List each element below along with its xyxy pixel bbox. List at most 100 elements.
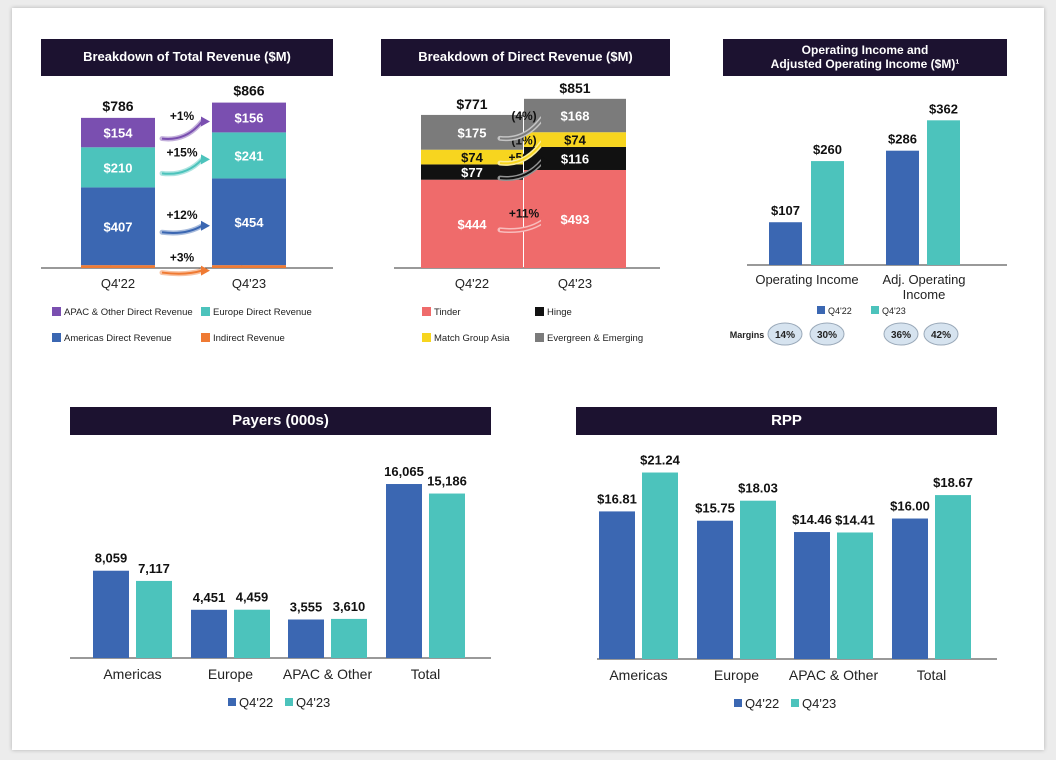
total-revenue-arrow-americas-direct-revenue-line [161,224,203,234]
payers-legend-label-q422: Q4'22 [239,695,273,710]
direct-revenue-change-tinder: +11% [509,206,540,220]
total-revenue-bar-americas-direct-revenue-1 [212,178,286,266]
rpp-category-apac-other: APAC & Other [789,667,879,683]
total-revenue-arrow-apac-other-direct-revenue-head [201,116,210,127]
direct-revenue-arrow-tinder-line [499,221,543,232]
operating-income-value-adj-operating-income-q4-23: $362 [929,101,958,116]
direct-revenue-bar-match-group-asia-0 [421,149,523,165]
direct-revenue-label-tinder-1: $493 [561,212,590,227]
slide-card: Breakdown of Total Revenue ($M) Breakdow… [12,8,1044,750]
total-revenue-legend-swatch-apac-other-direct-revenue [52,307,61,316]
rpp-legend-swatch-q423 [791,699,799,707]
rpp-bar-total-q4-23 [935,495,971,659]
payers-legend-label-q423: Q4'23 [296,695,330,710]
direct-revenue-legend-label-hinge: Hinge [547,307,572,318]
payers-value-apac-other-q4-22: 3,555 [290,599,323,614]
operating-income-legend-swatch-q422 [817,306,825,314]
rpp-value-total-q4-22: $16.00 [890,499,930,514]
direct-revenue-label-tinder-0: $444 [458,217,488,232]
rpp-bar-americas-q4-23 [642,472,678,659]
rpp-value-americas-q4-23: $21.24 [640,453,681,468]
rpp-legend-swatch-q422 [734,699,742,707]
total-revenue-bar-indirect-revenue-1 [212,265,286,268]
total-revenue-legend-swatch-europe-direct-revenue [201,307,210,316]
payers-value-americas-q4-23: 7,117 [138,561,170,576]
total-revenue-category-0: Q4'22 [101,276,135,291]
operating-income-category-1-line1: Adj. Operating [882,272,965,287]
operating-income-bar-operating-income-q4-22 [769,222,802,265]
total-revenue-arrow-americas-direct-revenue-head [201,220,210,231]
direct-revenue-arrow-tinder-head [541,216,550,227]
margin-value-3: 42% [931,330,951,341]
total-revenue-category-1: Q4'23 [232,276,266,291]
total-revenue-label-europe-direct-revenue-1: $241 [235,148,264,163]
direct-revenue-category-0: Q4'22 [455,276,489,291]
total-revenue-arrow-europe-direct-revenue-head [201,154,210,165]
rpp-bar-americas-q4-22 [599,511,635,659]
direct-revenue-legend-label-evergreen-emerging: Evergreen & Emerging [547,333,643,344]
payers-bar-americas-q4-23 [136,580,172,658]
rpp-bar-apac-other-q4-22 [794,532,830,659]
margin-value-1: 30% [817,330,837,341]
payers-value-apac-other-q4-23: 3,610 [333,599,366,614]
direct-revenue-arrow-evergreen-emerging-line [499,117,543,140]
direct-revenue-bar-evergreen-emerging-0 [421,114,523,150]
total-revenue-arrow-europe-direct-revenue-line [161,158,203,175]
total-revenue-legend-label-americas-direct-revenue: Americas Direct Revenue [64,333,172,344]
total-revenue-legend-swatch-indirect-revenue [201,333,210,342]
operating-income-bar-adj-operating-income-q4-22 [886,150,919,265]
direct-revenue-total-0: $771 [456,96,487,112]
direct-revenue-label-hinge-1: $116 [561,151,589,166]
direct-revenue-label-match-group-asia-0: $74 [461,150,483,165]
margin-bubble-1 [809,322,845,346]
direct-revenue-legend-label-match-group-asia: Match Group Asia [434,333,510,344]
rpp-bar-apac-other-q4-23 [837,532,873,659]
rpp-value-apac-other-q4-23: $14.41 [835,512,875,527]
rpp-category-total: Total [917,667,947,683]
total-revenue-arrow-indirect-revenue-head [201,265,210,276]
direct-revenue-arrow-hinge-head [541,156,550,167]
operating-income-legend-label-q423: Q4'23 [882,306,906,316]
direct-revenue-label-evergreen-emerging-1: $168 [561,109,590,124]
total-revenue-legend-swatch-americas-direct-revenue [52,333,61,342]
operating-income-legend-swatch-q423 [871,306,879,314]
payers-category-americas: Americas [103,666,161,682]
direct-revenue-title: Breakdown of Direct Revenue ($M) [381,39,670,76]
total-revenue-change-americas-direct-revenue: +12% [166,208,197,222]
total-revenue-label-europe-direct-revenue-0: $210 [104,160,133,175]
payers-value-americas-q4-22: 8,059 [95,551,128,566]
direct-revenue-legend-swatch-hinge [535,307,544,316]
total-revenue-arrow-apac-other-direct-revenue-line [161,120,203,140]
direct-revenue-bar-match-group-asia-1 [524,132,626,147]
payers-bar-apac-other-q4-23 [331,618,367,658]
margin-bubble-2 [883,322,919,346]
payers-bar-apac-other-q4-22 [288,619,324,658]
total-revenue-bar-europe-direct-revenue-0 [81,147,155,188]
operating-income-value-operating-income-q4-22: $107 [771,203,800,218]
direct-revenue-arrow-evergreen-emerging-head [541,113,550,124]
rpp-value-europe-q4-23: $18.03 [738,481,778,496]
margins-label: Margins [730,330,765,340]
total-revenue-bar-americas-direct-revenue-0 [81,187,155,266]
total-revenue-bar-apac-other-direct-revenue-0 [81,117,155,148]
direct-revenue-total-1: $851 [559,80,590,96]
rpp-title: RPP [576,407,997,435]
operating-income-category-0: Operating Income [755,272,858,287]
rpp-value-apac-other-q4-22: $14.46 [792,512,832,527]
direct-revenue-bar-tinder-0 [421,179,523,268]
margin-bubble-3 [923,322,959,346]
total-revenue-total-0: $786 [102,98,133,114]
payers-category-total: Total [411,666,441,682]
operating-income-legend-label-q422: Q4'22 [828,306,852,316]
payers-bar-europe-q4-23 [234,609,270,658]
rpp-value-europe-q4-22: $15.75 [695,501,735,516]
rpp-category-americas: Americas [609,667,667,683]
payers-category-europe: Europe [208,666,253,682]
operating-income-value-operating-income-q4-23: $260 [813,142,842,157]
total-revenue-bar-europe-direct-revenue-1 [212,132,286,179]
payers-title: Payers (000s) [70,407,491,435]
rpp-bar-europe-q4-23 [740,500,776,659]
rpp-bar-europe-q4-22 [697,520,733,659]
operating-income-category-1-line2: Income [903,287,946,302]
operating-income-value-adj-operating-income-q4-22: $286 [888,132,917,147]
